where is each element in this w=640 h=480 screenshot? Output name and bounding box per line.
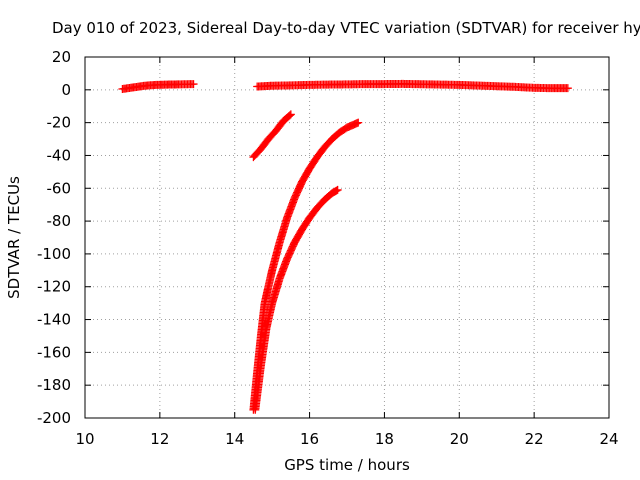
x-tick-label: 14 xyxy=(225,430,244,448)
data-marker xyxy=(285,111,294,120)
x-tick-label: 10 xyxy=(75,430,94,448)
axis-ticks: 10 12 14 16 18 20 22 24 20 0 -20 -40 -60 -80 -100 -120 -… xyxy=(37,48,619,448)
y-tick-label: -120 xyxy=(37,278,71,296)
y-tick-label: -80 xyxy=(47,212,72,230)
data-marker xyxy=(188,80,197,89)
y-tick-label: 0 xyxy=(61,81,71,99)
y-tick-label: -100 xyxy=(37,245,71,263)
x-tick-label: 18 xyxy=(375,430,394,448)
y-tick-label: -140 xyxy=(37,311,71,329)
y-tick-label: -160 xyxy=(37,343,71,361)
y-tick-label: -40 xyxy=(47,146,72,164)
x-tick-label: 22 xyxy=(525,430,544,448)
x-tick-label: 24 xyxy=(599,430,618,448)
y-tick-label: -60 xyxy=(47,179,72,197)
plot-frame xyxy=(84,56,610,419)
data-marker xyxy=(284,112,293,121)
y-axis-title: SDTVAR / TECUs xyxy=(5,176,23,299)
grid-lines xyxy=(85,57,609,418)
data-points xyxy=(118,79,572,414)
y-tick-label: -200 xyxy=(37,409,71,427)
y-tick-label: 20 xyxy=(52,48,71,66)
x-tick-label: 12 xyxy=(150,430,169,448)
data-marker xyxy=(332,186,341,195)
y-tick-label: -180 xyxy=(37,376,71,394)
data-marker xyxy=(562,84,571,93)
chart-title: Day 010 of 2023, Sidereal Day-to-day VTE… xyxy=(52,19,640,37)
data-marker xyxy=(331,187,340,196)
y-tick-label: -20 xyxy=(47,114,72,132)
data-marker xyxy=(352,119,361,128)
x-tick-label: 20 xyxy=(450,430,469,448)
x-tick-label: 16 xyxy=(300,430,319,448)
x-axis-title: GPS time / hours xyxy=(284,456,410,474)
